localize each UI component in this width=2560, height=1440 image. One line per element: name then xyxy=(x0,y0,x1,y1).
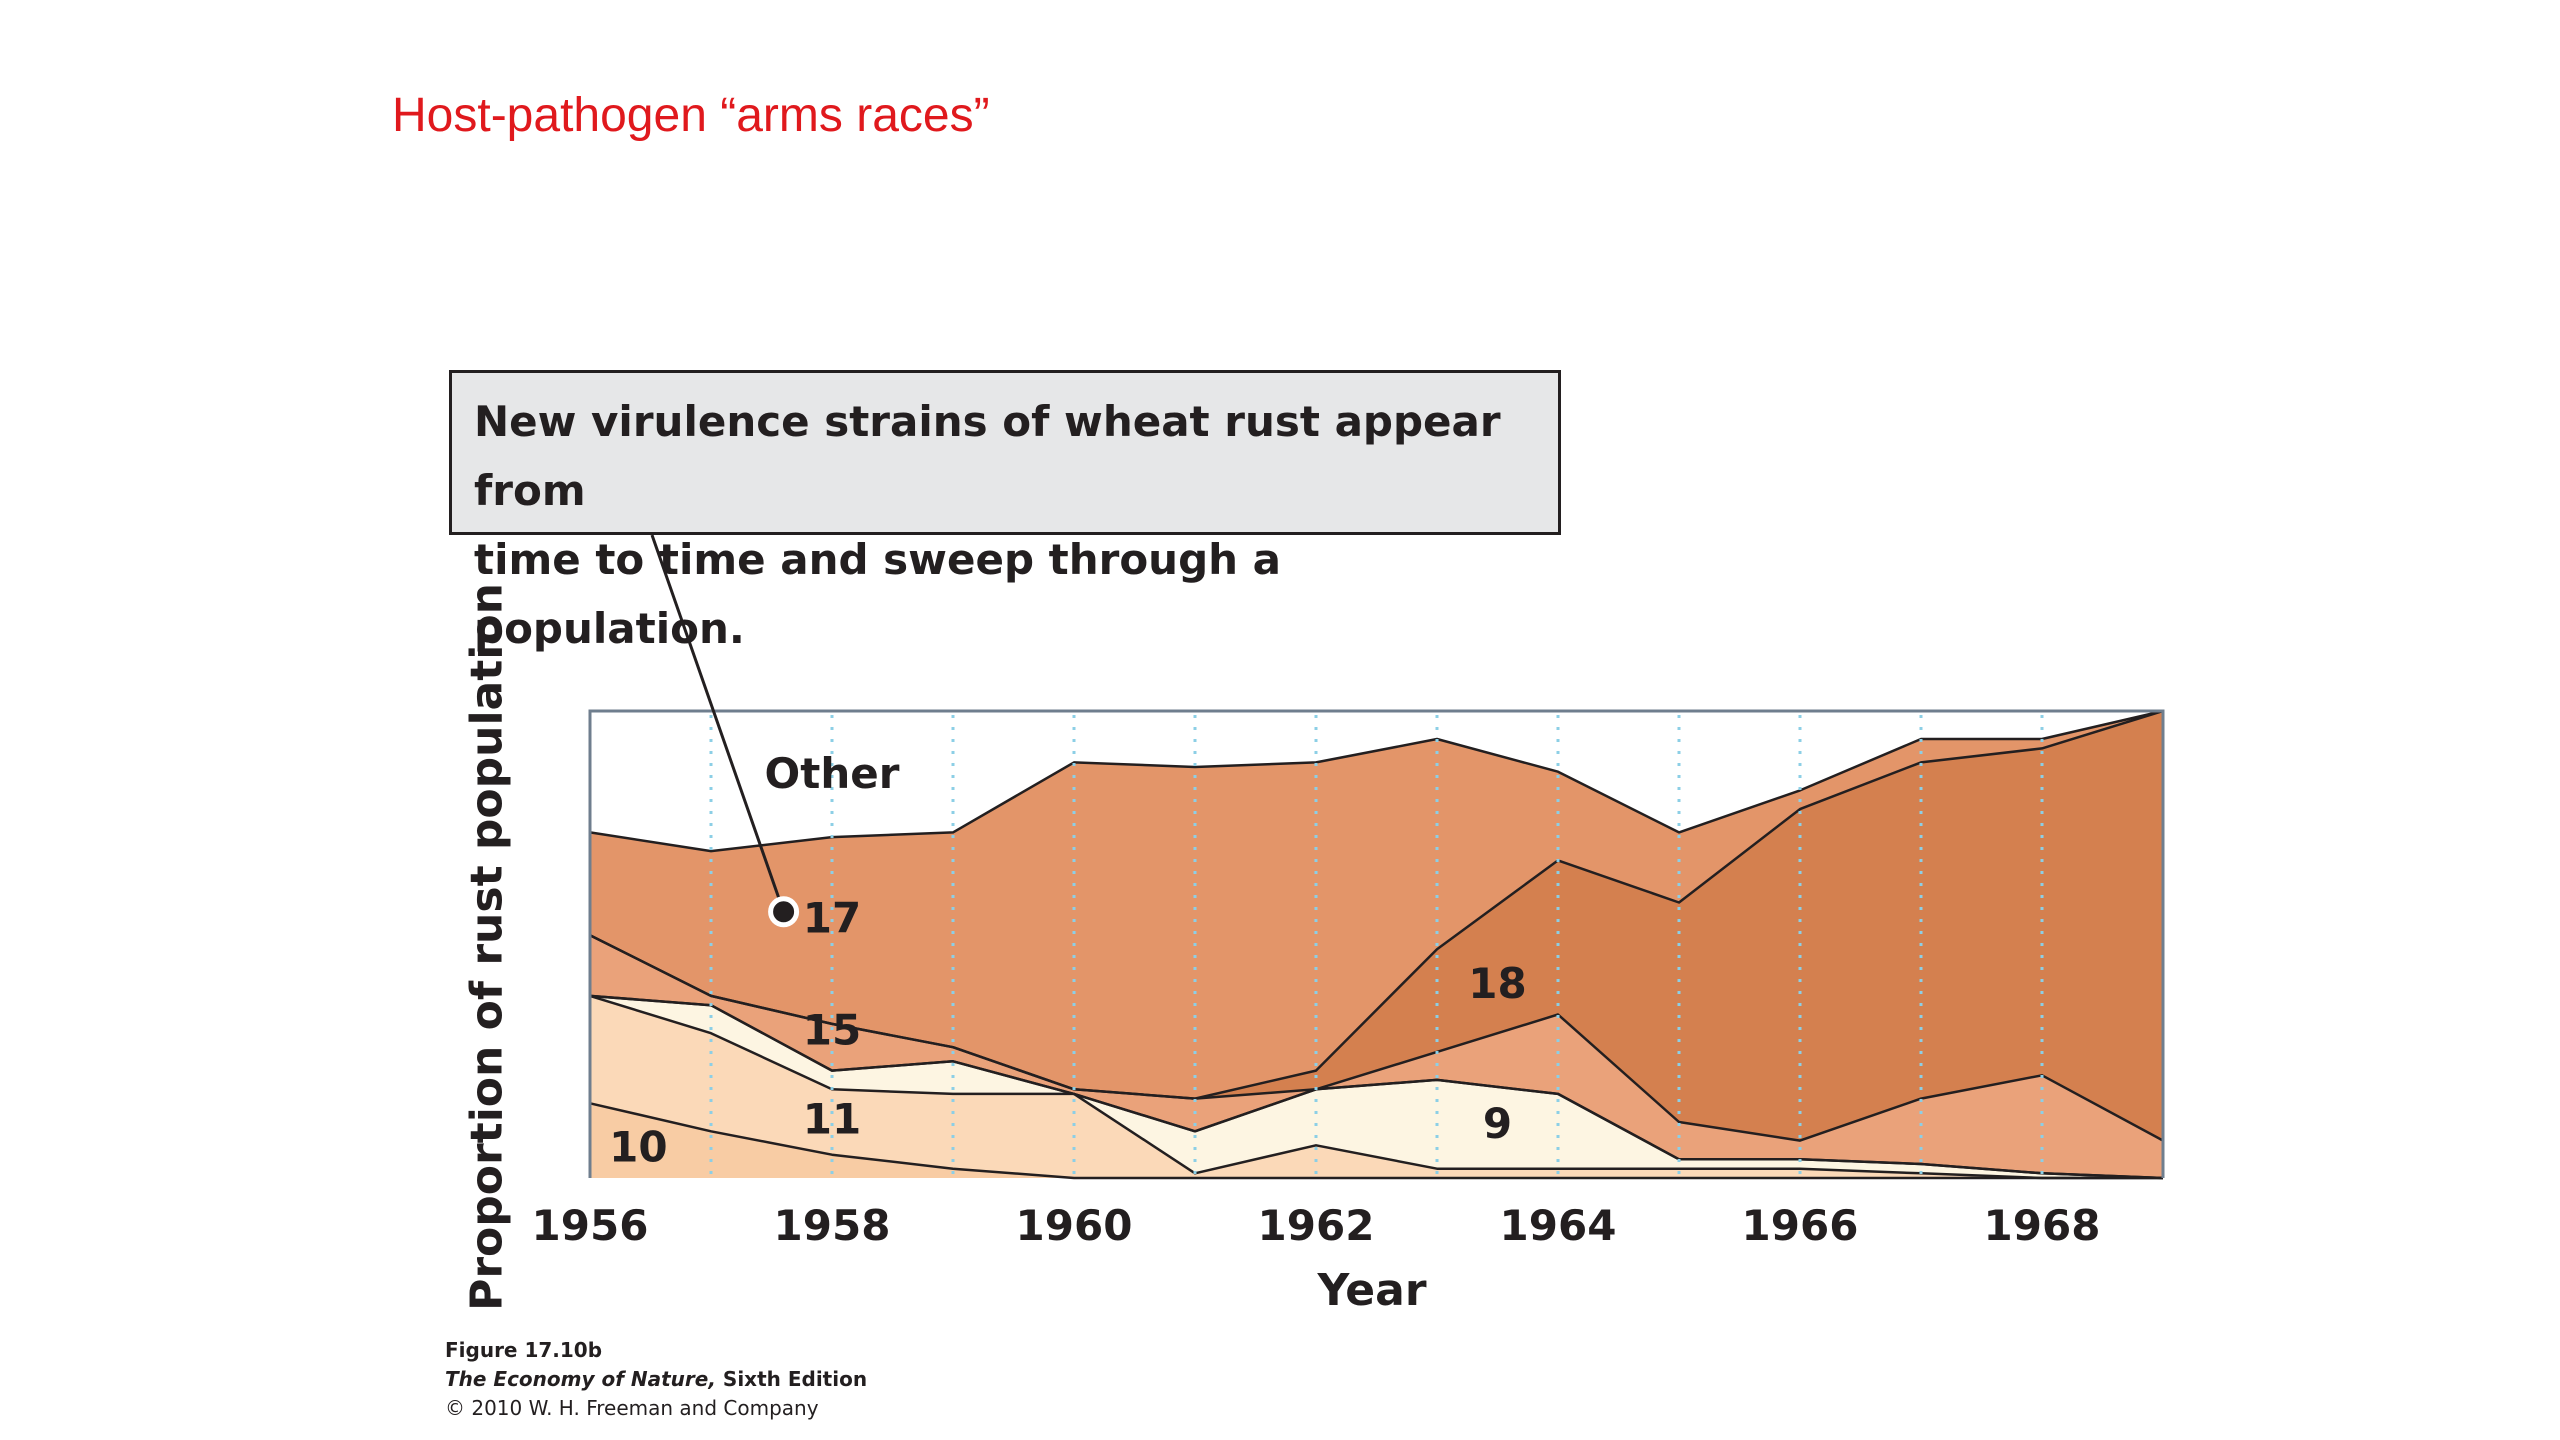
series-label-15: 15 xyxy=(803,1006,861,1055)
series-label-18: 18 xyxy=(1468,959,1526,1008)
book-title: The Economy of Nature, xyxy=(445,1367,716,1391)
series-boundary-line xyxy=(589,994,2163,1180)
series-boundary-line xyxy=(589,1102,2163,1180)
plot-frame xyxy=(588,709,2165,1178)
x-tick-label-1960: 1960 xyxy=(1016,1201,1133,1250)
area-series-18 xyxy=(590,711,2163,1141)
series-boundary-line xyxy=(589,709,2164,853)
callout-box: New virulence strains of wheat rust appe… xyxy=(449,370,1561,653)
area-series-other xyxy=(590,711,2163,852)
series-boundary-line xyxy=(589,709,2164,1100)
slide-title: Host-pathogen “arms races” xyxy=(392,89,990,142)
x-tick-label-1956: 1956 xyxy=(532,1201,649,1250)
area-series-unlabeled-2 xyxy=(590,995,2163,1178)
callout-line-2: time to time and sweep through a populat… xyxy=(474,535,1282,653)
area-series-17 xyxy=(590,711,2163,1099)
series-label-other: Other xyxy=(765,749,900,798)
series-label-11: 11 xyxy=(803,1094,861,1143)
area-series-10 xyxy=(590,1103,2163,1178)
area-series-15 xyxy=(590,935,2163,1178)
figure-copyright: © 2010 W. H. Freeman and Company xyxy=(445,1396,819,1420)
figure-credit: Figure 17.10b The Economy of Nature, Six… xyxy=(445,1336,867,1423)
callout-marker-dot xyxy=(768,896,800,928)
series-label-17: 17 xyxy=(803,894,861,943)
series-boundary-line xyxy=(589,994,2164,1180)
series-label-10: 10 xyxy=(609,1122,667,1171)
book-edition: Sixth Edition xyxy=(715,1367,868,1391)
x-tick-label-1964: 1964 xyxy=(1500,1201,1617,1250)
x-tick-label-1962: 1962 xyxy=(1258,1201,1375,1250)
series-label-9: 9 xyxy=(1483,1099,1512,1148)
x-tick-label-1958: 1958 xyxy=(774,1201,891,1250)
callout-line-1: New virulence strains of wheat rust appe… xyxy=(474,397,1501,515)
x-tick-label-1968: 1968 xyxy=(1984,1201,2101,1250)
figure-source: The Economy of Nature, Sixth Edition xyxy=(445,1365,867,1394)
x-axis-title: Year xyxy=(1316,1265,1426,1316)
figure-caption: Figure 17.10b xyxy=(445,1338,603,1362)
area-series-11 xyxy=(590,995,2163,1178)
x-tick-label-1966: 1966 xyxy=(1742,1201,1859,1250)
callout-pointer-line xyxy=(650,534,786,913)
